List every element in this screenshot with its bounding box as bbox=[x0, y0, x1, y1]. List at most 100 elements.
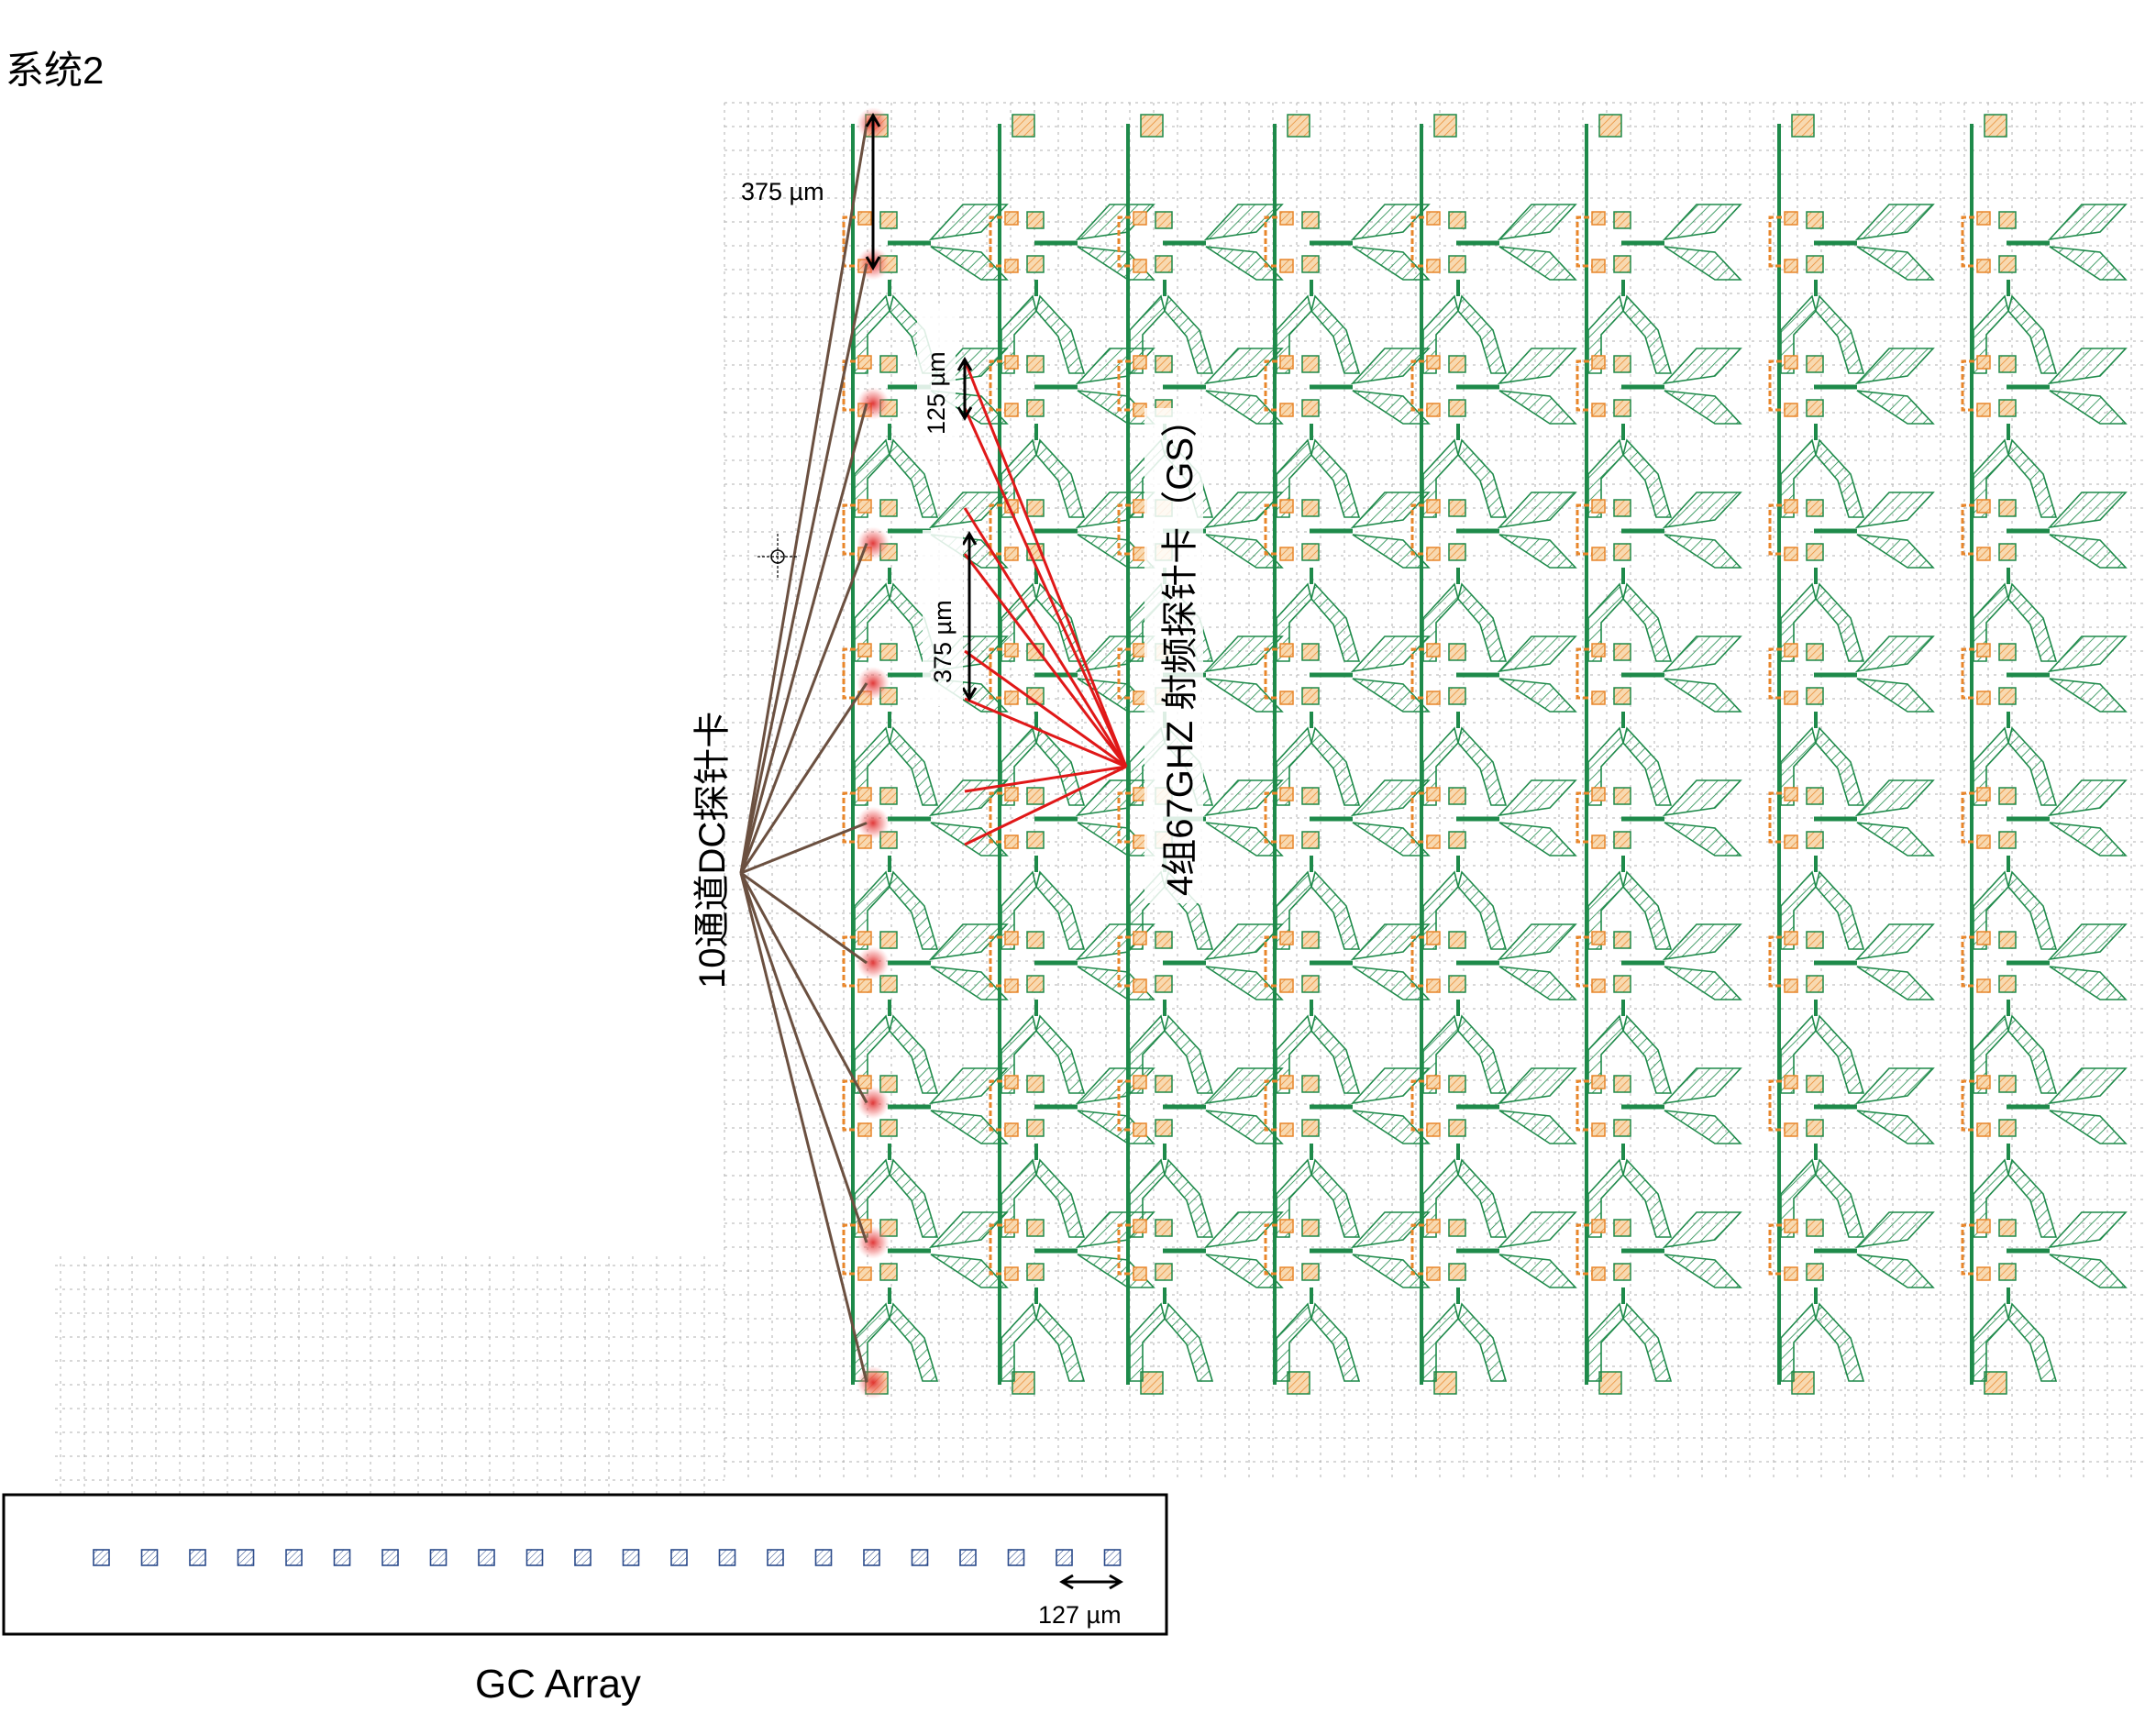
contact-pad bbox=[1448, 787, 1466, 805]
contact-pad bbox=[1998, 831, 2017, 849]
rf-signal-pad bbox=[928, 492, 1009, 529]
heater-pad bbox=[1279, 499, 1294, 514]
contact-pad bbox=[1806, 255, 1824, 273]
heater-pad bbox=[1133, 1075, 1147, 1089]
heater-pad bbox=[857, 931, 872, 945]
splitter-right bbox=[889, 1302, 939, 1382]
splitter-right bbox=[2007, 726, 2058, 806]
contact-pad bbox=[1301, 499, 1320, 517]
contact-pad bbox=[879, 1263, 898, 1281]
contact-pad bbox=[879, 975, 898, 993]
heater-pad bbox=[1279, 787, 1294, 801]
rf-signal-pad bbox=[928, 1067, 1009, 1105]
heater-pad bbox=[1591, 978, 1606, 993]
contact-pad bbox=[1806, 499, 1824, 517]
rf-ground-pad bbox=[1205, 1110, 1284, 1144]
heater-pad bbox=[1976, 691, 1991, 705]
contact-pad bbox=[1998, 1075, 2017, 1093]
rf-ground-pad bbox=[1856, 534, 1935, 569]
heater-pad bbox=[1784, 978, 1798, 993]
heater bbox=[1410, 503, 1432, 556]
splitter-right bbox=[1310, 1014, 1361, 1094]
splitter-right bbox=[1622, 1302, 1673, 1382]
contact-pad bbox=[879, 1075, 898, 1093]
heater-pad bbox=[1279, 978, 1294, 993]
rf-ground-pad bbox=[1498, 822, 1577, 856]
grating-coupler bbox=[478, 1549, 495, 1566]
rf-ground-pad bbox=[1664, 678, 1742, 713]
rf-ground-pad bbox=[930, 246, 1009, 281]
splitter-right bbox=[1035, 1158, 1086, 1238]
contact-pad bbox=[1806, 831, 1824, 849]
heater-pad bbox=[1004, 931, 1019, 945]
heater bbox=[842, 503, 864, 556]
contact-pad bbox=[1806, 543, 1824, 561]
device-column bbox=[1576, 114, 1742, 1395]
contact-pad bbox=[1613, 975, 1631, 993]
heater-pad bbox=[1426, 547, 1441, 561]
splitter-right bbox=[889, 726, 939, 806]
heater bbox=[1961, 359, 1983, 412]
heater bbox=[1117, 1223, 1139, 1276]
splitter-right bbox=[1310, 870, 1361, 950]
heater-pad bbox=[1279, 259, 1294, 273]
heater-pad bbox=[1004, 547, 1019, 561]
contact-pad bbox=[1448, 543, 1466, 561]
rf-ground-pad bbox=[1498, 678, 1577, 713]
heater bbox=[1117, 216, 1139, 268]
grating-coupler bbox=[863, 1549, 880, 1566]
splitter-right bbox=[889, 1158, 939, 1238]
rf-ground-pad bbox=[1856, 1110, 1935, 1144]
splitter-right bbox=[889, 870, 939, 950]
splitter-right bbox=[1310, 1302, 1361, 1382]
dim-label-125: 125 µm bbox=[917, 304, 956, 440]
rf-ground-pad bbox=[1664, 822, 1742, 856]
heater bbox=[1768, 1223, 1790, 1276]
splitter-right bbox=[1622, 582, 1673, 662]
contact-pad bbox=[1806, 787, 1824, 805]
dc-probe-line bbox=[739, 403, 868, 874]
rf-ground-pad bbox=[2049, 390, 2128, 425]
heater-pad bbox=[1591, 834, 1606, 849]
dim-arrow-125 bbox=[956, 357, 973, 421]
contact-pad bbox=[1026, 831, 1045, 849]
rf-signal-pad bbox=[1854, 1067, 1935, 1105]
contact-pad bbox=[879, 831, 898, 849]
heater-pad bbox=[1426, 1075, 1441, 1089]
splitter-right bbox=[889, 438, 939, 518]
rf-ground-pad bbox=[1856, 1254, 1935, 1288]
heater bbox=[1264, 216, 1286, 268]
heater bbox=[1410, 216, 1432, 268]
heater bbox=[1576, 647, 1598, 700]
splitter-right bbox=[1035, 438, 1086, 518]
rf-ground-pad bbox=[1498, 534, 1577, 569]
heater-pad bbox=[1133, 499, 1147, 514]
heater bbox=[989, 1079, 1011, 1132]
heater-pad bbox=[1133, 834, 1147, 849]
rf-signal-pad bbox=[1203, 923, 1284, 961]
splitter-right bbox=[1310, 582, 1361, 662]
rf-probe-line bbox=[963, 553, 1128, 768]
rf-signal-pad bbox=[1350, 348, 1431, 385]
splitter-right bbox=[1622, 438, 1673, 518]
dc-probe-line bbox=[739, 872, 868, 1383]
heater-pad bbox=[1976, 499, 1991, 514]
heater-pad bbox=[1591, 259, 1606, 273]
heater-pad bbox=[1426, 643, 1441, 658]
contact-pad bbox=[1448, 1263, 1466, 1281]
heater bbox=[1264, 647, 1286, 700]
splitter-right bbox=[2007, 438, 2058, 518]
contact-pad bbox=[1806, 1119, 1824, 1137]
contact-pad bbox=[1806, 1263, 1824, 1281]
dc-probe-line bbox=[739, 872, 868, 1243]
heater bbox=[989, 935, 1011, 988]
contact-pad bbox=[1301, 543, 1320, 561]
contact-pad bbox=[1998, 975, 2017, 993]
rf-signal-pad bbox=[1497, 1211, 1577, 1249]
contact-pad bbox=[1448, 931, 1466, 949]
heater bbox=[842, 1223, 864, 1276]
contact-pad bbox=[879, 211, 898, 229]
grating-coupler bbox=[767, 1549, 784, 1566]
rf-signal-pad bbox=[1662, 779, 1742, 817]
heater bbox=[1117, 359, 1139, 412]
